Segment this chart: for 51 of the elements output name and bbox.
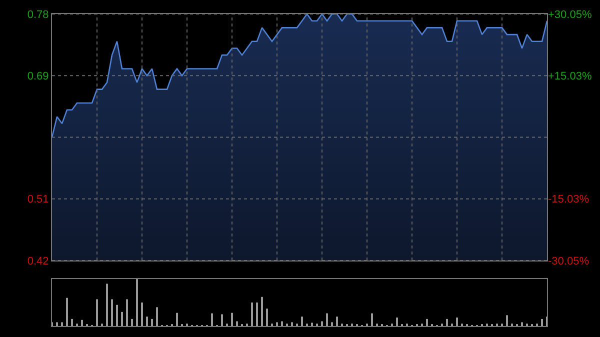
bar <box>96 299 98 326</box>
bar <box>141 302 143 326</box>
bar <box>521 322 523 326</box>
bar <box>291 322 293 326</box>
y-tick-label: 0.42 <box>27 255 49 268</box>
bar <box>236 321 238 326</box>
bar <box>321 321 323 326</box>
bar <box>221 314 223 326</box>
y-tick-label: 0.69 <box>27 70 49 82</box>
bar <box>151 318 153 326</box>
bar <box>136 279 138 326</box>
bar <box>281 321 283 326</box>
bar <box>276 322 278 326</box>
bar <box>396 318 398 326</box>
bar <box>331 322 333 326</box>
y-tick-label: 0.51 <box>27 194 49 206</box>
bar <box>326 313 328 326</box>
bar <box>446 318 448 326</box>
bar <box>106 284 108 326</box>
bar <box>71 318 73 326</box>
bar <box>426 318 428 326</box>
bar <box>116 304 118 326</box>
bar <box>131 318 133 326</box>
bar <box>336 316 338 326</box>
bar <box>121 312 123 326</box>
bar <box>146 316 148 326</box>
y2-tick-label: -30.05% <box>548 255 590 268</box>
bar <box>231 312 233 326</box>
bar <box>301 316 303 326</box>
bar <box>251 302 253 326</box>
bar <box>81 320 83 326</box>
y2-tick-label: -15.03% <box>548 194 590 206</box>
bar <box>111 299 113 326</box>
bar <box>126 299 128 326</box>
bar <box>211 313 213 326</box>
bar <box>311 322 313 326</box>
bar <box>541 318 543 326</box>
bar <box>156 307 158 326</box>
bar <box>371 313 373 326</box>
y2-tick-label: +15.03% <box>548 70 592 82</box>
bar <box>56 322 58 326</box>
bar <box>61 322 63 326</box>
bar <box>176 312 178 326</box>
y2-tick-label: +30.05% <box>548 8 592 21</box>
bar <box>456 318 458 326</box>
bar <box>506 315 508 326</box>
y-tick-label: 0.78 <box>27 8 49 21</box>
bar <box>266 308 268 326</box>
bar <box>256 302 258 326</box>
bar <box>261 296 263 326</box>
bar <box>66 298 68 326</box>
